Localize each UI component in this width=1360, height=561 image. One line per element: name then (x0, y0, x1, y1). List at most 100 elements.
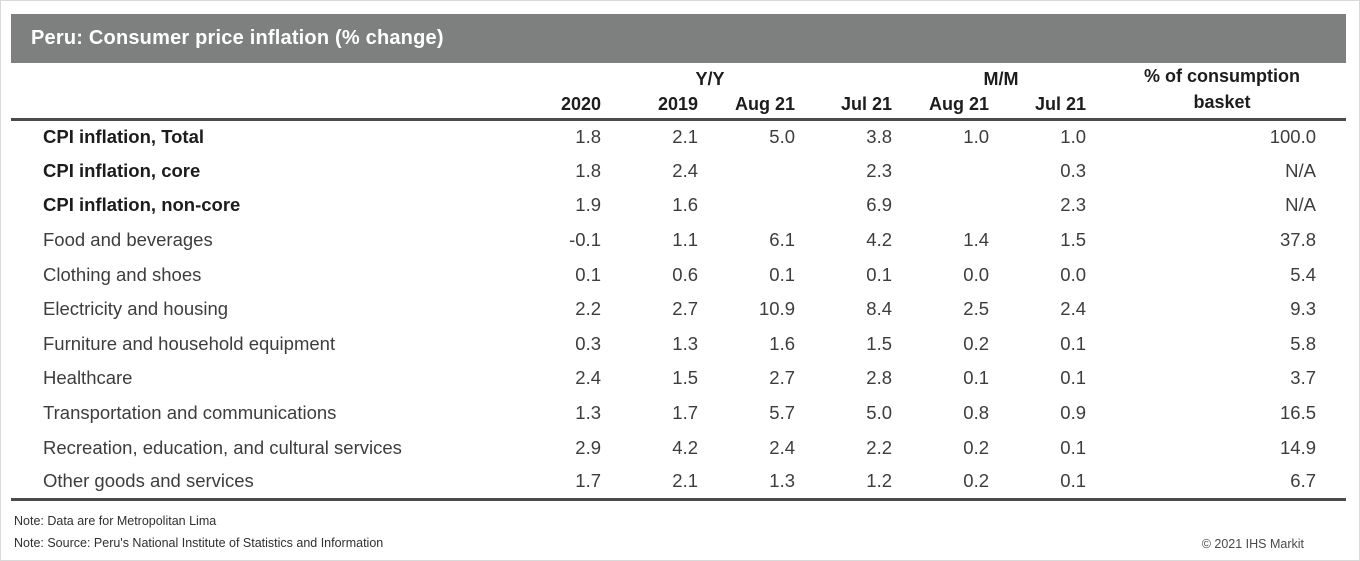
table-row: Food and beverages -0.1 1.1 6.1 4.2 1.4 1.5 37.… (11, 223, 1346, 258)
header-yy-aug21: Aug 21 (710, 92, 807, 121)
cell-value: 1.8 (575, 126, 601, 148)
table-row: CPI inflation, non-core 1.9 1.6 6.9 2.3 N/A (11, 188, 1346, 223)
cell-value: 1.9 (575, 194, 601, 216)
cell-basket-share: N/A (1285, 159, 1317, 181)
row-label: Recreation, education, and cultural serv… (43, 436, 402, 458)
cell-value: 3.8 (866, 126, 893, 148)
cell-value: 1.5 (672, 367, 698, 389)
cell-basket-share: 14.9 (1280, 436, 1317, 458)
cell-value: 1.6 (769, 332, 795, 354)
cell-basket-share: 3.7 (1290, 367, 1317, 389)
cell-value: 2.4 (1060, 298, 1087, 320)
cell-value: 0.6 (672, 263, 698, 285)
cell-value: 1.5 (866, 332, 893, 354)
header-spacer (11, 92, 516, 121)
cell-value: 2.8 (866, 367, 893, 389)
cell-value: 1.1 (672, 229, 698, 251)
group-header-mm: M/M (983, 69, 1019, 89)
cell-value: 5.7 (769, 402, 795, 424)
cell-value: 1.3 (672, 332, 698, 354)
note-source: Note: Source: Peru's National Institute … (14, 536, 384, 550)
row-label: Healthcare (43, 367, 133, 389)
cell-value: 1.6 (672, 194, 698, 216)
cell-value: 2.5 (963, 298, 990, 320)
cell-value: 0.1 (963, 367, 990, 389)
cell-basket-share: 100.0 (1269, 126, 1317, 148)
row-label: CPI inflation, non-core (43, 194, 241, 216)
cell-basket-share: 6.7 (1098, 464, 1347, 502)
table-header: Y/Y M/M % of consumption basket 2020 201… (11, 63, 1347, 121)
cell-value: 0.2 (963, 436, 990, 458)
row-label: Transportation and communications (43, 402, 337, 424)
header-mm-jul21: Jul 21 (1001, 92, 1099, 121)
table-row: Furniture and household equipment 0.3 1.3 1… (11, 327, 1346, 362)
cell-value: 0.3 (1060, 159, 1087, 181)
cell-value: 1.8 (575, 159, 601, 181)
cell-value: 10.9 (758, 298, 795, 320)
cell-value: 6.9 (866, 194, 893, 216)
row-label: CPI inflation, core (43, 159, 201, 181)
row-label: CPI inflation, Total (43, 126, 205, 148)
cell-value: 4.2 (866, 229, 893, 251)
cell-value: 2.3 (866, 159, 893, 181)
cell-value: 8.4 (866, 298, 893, 320)
cell-value: 0.2 (963, 332, 990, 354)
header-2019: 2019 (613, 92, 710, 121)
cell-value (710, 188, 807, 223)
copyright-text: © 2021 IHS Markit (1201, 537, 1304, 551)
cell-value (904, 188, 1001, 223)
header-basket-line2: basket (1193, 92, 1251, 113)
cell-basket-share: 5.8 (1290, 332, 1317, 354)
cell-basket-share: 16.5 (1280, 402, 1317, 424)
cell-value: 0.8 (963, 402, 990, 424)
cell-value: 2.3 (1060, 194, 1087, 216)
cell-value: -0.1 (569, 229, 601, 251)
table-row: Recreation, education, and cultural serv… (11, 430, 1346, 465)
cell-value: 0.9 (1060, 402, 1087, 424)
cell-value: 1.3 (575, 402, 601, 424)
cell-value: 2.4 (672, 159, 698, 181)
table-body: CPI inflation, Total 1.8 2.1 5.0 3.8 1.0 1.0 10… (11, 119, 1347, 502)
header-yy-jul21: Jul 21 (807, 92, 905, 121)
cell-value: 2.9 (575, 436, 601, 458)
table-row: Clothing and shoes 0.1 0.6 0.1 0.1 0.0 0.0 5.4 (11, 257, 1346, 292)
cell-value: 2.1 (672, 126, 698, 148)
table-row: Healthcare 2.4 1.5 2.7 2.8 0.1 0.1 3.7 (11, 361, 1346, 396)
cell-value: 2.1 (613, 464, 710, 502)
table-row: Other goods and services 1.7 2.1 1.3 1.2 0.2 0… (11, 464, 1347, 502)
table-row: Electricity and housing 2.2 2.7 10.9 8.4 2.5 2… (11, 292, 1346, 327)
header-spacer (11, 63, 516, 92)
cell-value: 2.7 (672, 298, 698, 320)
cell-value: 0.1 (769, 263, 795, 285)
cell-value: 0.1 (1060, 436, 1087, 458)
cell-value (710, 154, 807, 189)
row-label: Other goods and services (11, 464, 516, 502)
cell-value: 1.0 (1060, 126, 1087, 148)
row-label: Clothing and shoes (43, 263, 202, 285)
cell-value: 1.7 (672, 402, 698, 424)
cell-value: 0.1 (1060, 332, 1087, 354)
group-header-row: Y/Y M/M % of consumption basket (11, 63, 1347, 121)
cell-basket-share: 9.3 (1290, 298, 1317, 320)
cell-value: 0.0 (963, 263, 990, 285)
header-basket-line1: % of consumption (1144, 66, 1301, 87)
cell-value: 1.5 (1060, 229, 1087, 251)
cell-value: 1.3 (710, 464, 807, 502)
title-bar: Peru: Consumer price inflation (% change… (11, 14, 1346, 63)
cell-value: 1.4 (963, 229, 990, 251)
row-label: Electricity and housing (43, 298, 229, 320)
cell-basket-share: 5.4 (1290, 263, 1317, 285)
row-label: Furniture and household equipment (43, 332, 336, 354)
cell-value: 1.0 (963, 126, 990, 148)
cell-value: 0.2 (904, 464, 1002, 502)
note-metropolitan-lima: Note: Data are for Metropolitan Lima (14, 514, 217, 528)
table-row: Transportation and communications 1.3 1.7 5… (11, 396, 1346, 431)
cell-value: 4.2 (672, 436, 698, 458)
cell-value: 5.0 (769, 126, 795, 148)
header-mm-aug21: Aug 21 (904, 92, 1002, 121)
column-header-row: 2020 2019 Aug 21 Jul 21 Aug 21 Jul 21 (11, 92, 1346, 121)
cell-value: 0.1 (866, 263, 893, 285)
cell-value: 2.2 (575, 298, 601, 320)
cell-value: 6.1 (769, 229, 795, 251)
